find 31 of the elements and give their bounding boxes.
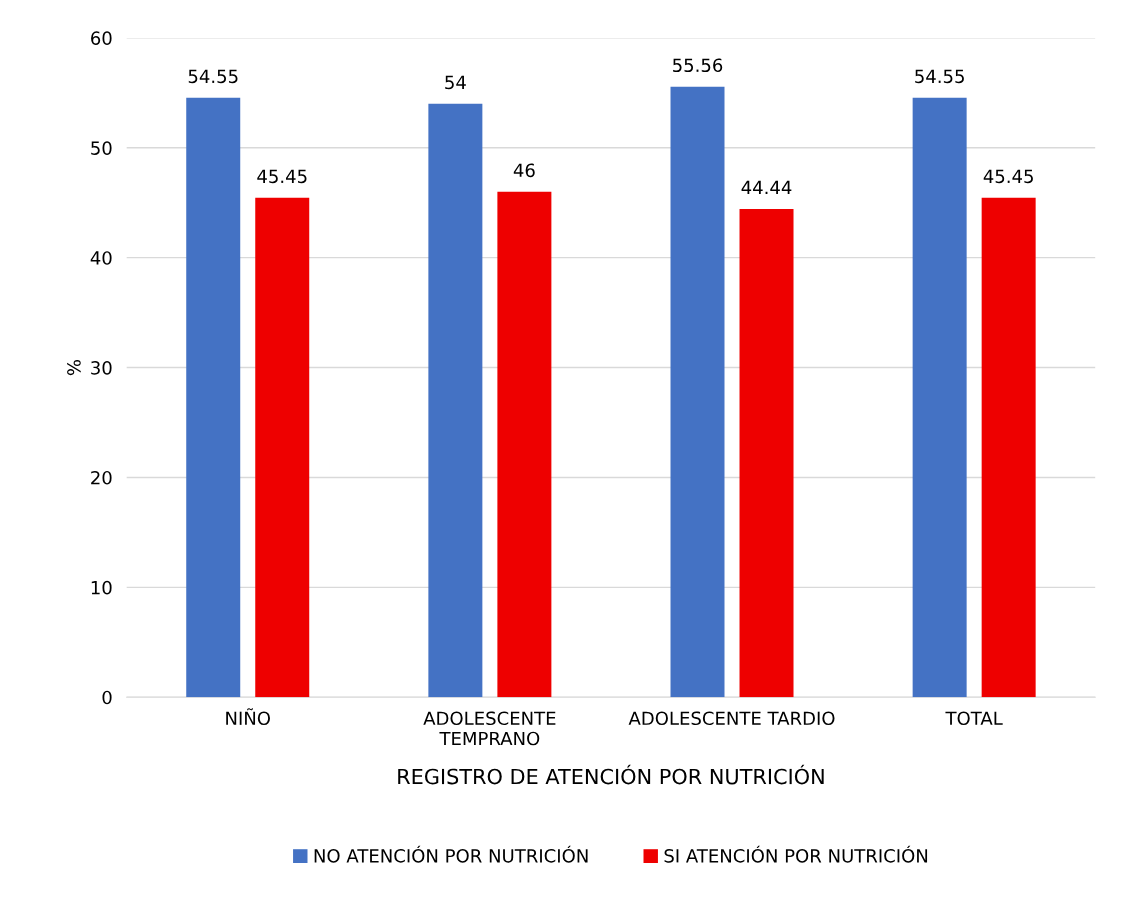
bar: [912, 97, 967, 698]
x-tick-label: NIÑO: [226, 708, 270, 726]
x-axis-title: REGISTRO DE ATENCIÓN POR NUTRICIÓN: [398, 764, 824, 785]
bar: [739, 208, 794, 698]
legend-label: NO ATENCIÓN POR NUTRICIÓN: [314, 845, 588, 863]
bar: [255, 197, 310, 698]
y-tick-label: 30: [91, 361, 112, 375]
data-label: 44.44: [741, 180, 792, 195]
y-tick-label: 0: [102, 690, 112, 705]
x-tick-label: ADOLESCENTE TARDIO: [628, 711, 835, 726]
x-tick-label: ADOLESCENTE TEMPRANO: [423, 711, 556, 746]
bar: [670, 86, 725, 698]
data-label: 54.55: [188, 69, 238, 84]
bar: [186, 97, 241, 698]
bar: [497, 191, 552, 698]
y-tick-label: 60: [91, 31, 112, 45]
bar: [428, 103, 483, 698]
bar: [981, 197, 1036, 698]
data-label: 45.45: [983, 169, 1033, 184]
y-tick-label: 50: [91, 141, 112, 155]
x-tick-label: TOTAL: [945, 711, 1003, 726]
data-label: 55.56: [673, 58, 723, 73]
y-axis-title: %: [67, 359, 81, 376]
y-tick-label: 20: [91, 470, 112, 485]
y-tick-label: 40: [90, 251, 112, 265]
legend-label: SI ATENCIÓN POR NUTRICIÓN: [664, 845, 928, 863]
data-label: 54.55: [915, 69, 964, 84]
data-label: 45.45: [257, 169, 307, 184]
data-label: 54: [445, 75, 466, 90]
data-label: 46: [513, 163, 535, 178]
y-tick-label: 10: [91, 580, 112, 595]
